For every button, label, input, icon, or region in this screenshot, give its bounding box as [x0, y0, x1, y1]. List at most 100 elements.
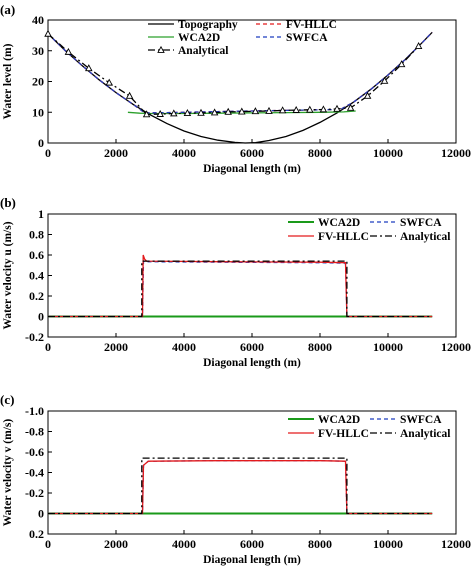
y-tick-label: 10	[32, 105, 44, 119]
y-tick-label: 0.2	[29, 289, 44, 303]
x-axis-label: Diagonal length (m)	[203, 163, 301, 175]
data-point-marker	[183, 109, 192, 117]
series-line-swfca	[48, 460, 433, 515]
legend: Topography FV-HLLC WCA2D SWFCA Analytical	[148, 19, 337, 57]
data-point-marker	[156, 109, 164, 117]
legend-marker	[157, 45, 165, 53]
data-point-marker	[397, 60, 406, 68]
y-axis-label: Water level (m)	[2, 43, 14, 119]
legend: WCA2D SWFCA FV-HLLC Analytical	[288, 414, 450, 440]
series-line-topography	[47, 31, 433, 144]
y-tick-label: 0	[38, 507, 44, 521]
x-tick-label: 0	[45, 340, 51, 354]
x-tick-label: 12000	[441, 537, 471, 551]
data-point-marker	[210, 108, 219, 116]
y-tick-label: -0.2	[25, 330, 44, 344]
y-tick-label: 0.8	[29, 228, 44, 242]
panel-label: (c)	[0, 392, 14, 407]
y-tick-label: 0.6	[29, 248, 44, 262]
legend-label: SWFCA	[400, 414, 442, 426]
chart-panel-3: (c)0 2000 4000 6000 8000 10000 120000.20-0.2-0…	[0, 392, 471, 566]
legend-label: Analytical	[178, 45, 228, 57]
x-tick-label: 6000	[240, 537, 264, 551]
plot-frame	[47, 410, 457, 535]
data-point-marker	[265, 106, 273, 114]
x-tick-label: 8000	[308, 340, 332, 354]
y-tick-label: -1.0	[25, 404, 44, 418]
series-line-analytical	[48, 260, 433, 318]
y-tick-label: 1	[38, 207, 44, 221]
data-point-marker	[238, 107, 246, 115]
legend-label: Analytical	[400, 428, 450, 440]
legend-label: SWFCA	[400, 217, 442, 229]
legend: WCA2D SWFCA FV-HLLC Analytical	[288, 217, 450, 243]
y-tick-label: 0	[38, 136, 44, 150]
series-line-analytical	[47, 33, 420, 116]
x-tick-label: 6000	[240, 146, 264, 160]
data-point-marker	[125, 91, 134, 99]
x-tick-label: 2000	[104, 146, 128, 160]
data-point-marker	[346, 103, 355, 111]
panel-label: (b)	[0, 195, 16, 210]
y-tick-label: 40	[32, 13, 44, 27]
y-axis-label: Water velocity u (m/s)	[2, 221, 14, 329]
y-tick-label: -0.4	[25, 466, 44, 480]
series-line-analytical	[48, 457, 433, 515]
y-tick-label: 30	[32, 44, 44, 58]
y-tick-label: -0.6	[25, 445, 44, 459]
x-tick-label: 0	[45, 146, 51, 160]
y-tick-label: -0.2	[25, 486, 44, 500]
x-tick-label: 8000	[308, 146, 332, 160]
data-point-marker	[278, 106, 287, 114]
y-tick-label: 0.2	[29, 527, 44, 541]
legend-label: FV-HLLC	[318, 428, 369, 440]
data-point-marker	[105, 78, 113, 86]
legend-label: FV-HLLC	[318, 231, 369, 243]
legend-label: WCA2D	[318, 414, 360, 426]
legend-label: WCA2D	[178, 32, 220, 44]
x-tick-label: 10000	[373, 340, 403, 354]
x-tick-label: 2000	[104, 340, 128, 354]
panel-label: (a)	[0, 2, 15, 17]
x-tick-label: 6000	[240, 340, 264, 354]
series-line-fv-hllc	[48, 460, 433, 515]
y-tick-label: 0.4	[29, 269, 44, 283]
data-point-marker	[363, 91, 372, 99]
plot-frame	[47, 213, 457, 338]
x-axis-label: Diagonal length (m)	[203, 357, 301, 369]
y-tick-label: -0.8	[25, 425, 44, 439]
x-tick-label: 4000	[172, 340, 196, 354]
x-tick-label: 10000	[373, 146, 403, 160]
data-point-marker	[292, 105, 300, 113]
data-point-marker	[142, 110, 151, 118]
data-point-marker	[170, 109, 178, 117]
legend-label: WCA2D	[318, 217, 360, 229]
data-point-marker	[85, 64, 93, 72]
x-axis-label: Diagonal length (m)	[203, 554, 301, 566]
series-line-fv-hllc	[47, 31, 433, 114]
data-point-marker	[224, 107, 232, 115]
legend-label: Topography	[178, 19, 238, 31]
data-point-marker	[380, 76, 389, 84]
data-point-marker	[251, 107, 260, 115]
data-point-marker	[414, 41, 423, 49]
y-tick-label: 0	[38, 310, 44, 324]
series-line-swfca	[47, 31, 433, 114]
x-tick-label: 0	[45, 537, 51, 551]
data-point-marker	[319, 105, 328, 113]
series-line-swfca	[48, 260, 433, 318]
y-axis-label: Water velocity v (m/s)	[2, 419, 14, 527]
data-point-marker	[44, 29, 52, 37]
data-point-marker	[197, 108, 205, 116]
chart-panel-2: (b)0 2000 4000 6000 8000 10000 12000-0.200.20.…	[0, 195, 471, 369]
data-point-marker	[64, 47, 73, 55]
legend-label: Analytical	[400, 231, 450, 243]
x-tick-label: 4000	[172, 146, 196, 160]
x-tick-label: 12000	[441, 146, 471, 160]
chart-panel-1: (a) 0 2000 4000 6000 8000 10000 12000 0 10 20 30 40 D…	[0, 2, 471, 175]
data-point-marker	[306, 105, 314, 113]
legend-label: SWFCA	[286, 32, 328, 44]
x-tick-label: 2000	[104, 537, 128, 551]
x-tick-label: 10000	[373, 537, 403, 551]
